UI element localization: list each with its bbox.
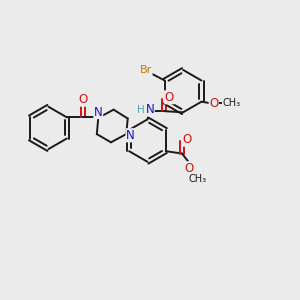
Text: O: O (78, 93, 88, 106)
Text: O: O (183, 133, 192, 146)
Text: CH₃: CH₃ (222, 98, 241, 108)
Text: O: O (209, 97, 218, 110)
Text: CH₃: CH₃ (188, 174, 206, 184)
Text: N: N (146, 103, 154, 116)
Text: N: N (94, 106, 103, 118)
Text: Br: Br (140, 65, 152, 75)
Text: O: O (185, 162, 194, 175)
Text: N: N (126, 129, 135, 142)
Text: H: H (137, 105, 145, 115)
Text: O: O (165, 91, 174, 104)
